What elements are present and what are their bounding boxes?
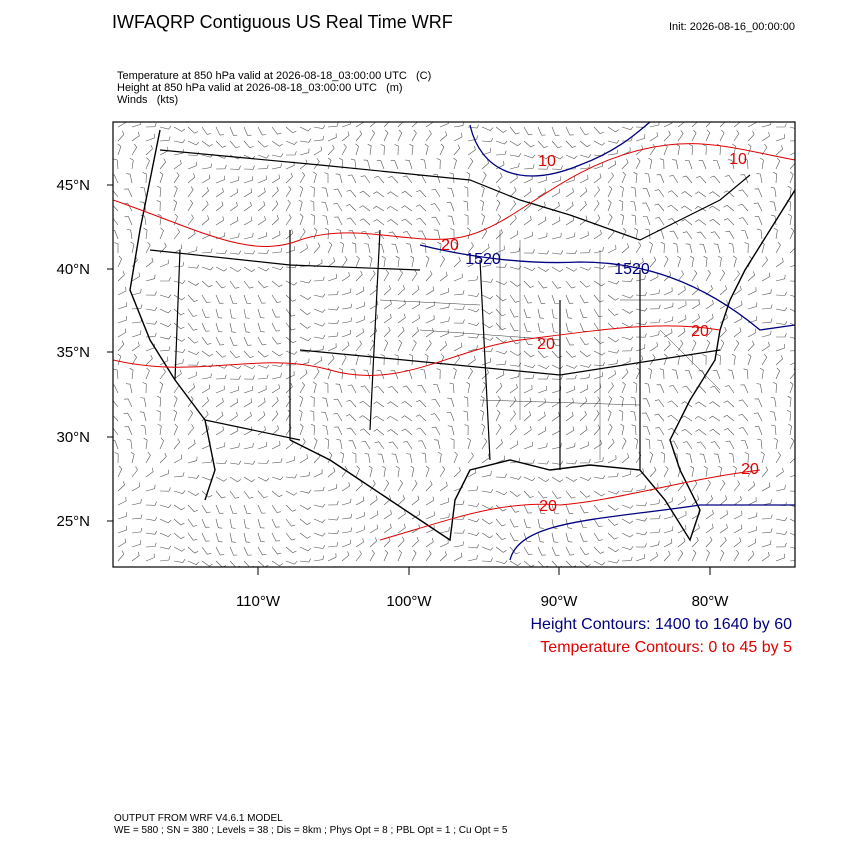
contour-label: 20 [691,323,709,340]
title: IWFAQRP Contiguous US Real Time WRF [112,12,453,32]
lat-label: 25°N [56,513,90,530]
lat-label: 40°N [56,261,90,278]
lat-label: 45°N [56,177,90,194]
lon-label: 80°W [692,593,730,610]
contour-label: 1520 [614,261,650,278]
lat-label: 35°N [56,344,90,361]
contour-label: 10 [538,153,556,170]
contour-label: 20 [441,237,459,254]
footer-text: WE = 580 ; SN = 380 ; Levels = 38 ; Dis … [114,825,508,836]
state-lines [379,230,721,460]
lat-label: 30°N [56,429,90,446]
contour-label: 10 [729,151,747,168]
border [149,149,751,470]
legend-entry: Height Contours: 1400 to 1640 by 60 [530,616,792,633]
temperature-contour [113,143,795,541]
contour-label: 20 [539,498,557,515]
legend-entry: Temperature Contours: 0 to 45 by 5 [540,639,792,656]
footer-text: OUTPUT FROM WRF V4.6.1 MODEL [114,813,283,824]
height-contour [419,122,795,561]
map-frame [112,121,796,568]
field-label: Temperature at 850 hPa valid at 2026-08-… [117,70,431,82]
coastline [129,129,795,542]
lon-label: 90°W [541,593,579,610]
field-label: Height at 850 hPa valid at 2026-08-18_03… [117,82,403,94]
contour-label: 20 [741,461,759,478]
map: 10 10 1520 1520 20 20 20 20 20 45°N 40°N 3… [56,121,796,610]
lon-label: 100°W [386,593,432,610]
field-label: Winds (kts) [117,94,178,106]
lon-label: 110°W [236,593,281,610]
contour-label: 20 [537,336,555,353]
contour-label: 1520 [465,251,501,268]
init-time: Init: 2026-08-16_00:00:00 [669,21,795,33]
